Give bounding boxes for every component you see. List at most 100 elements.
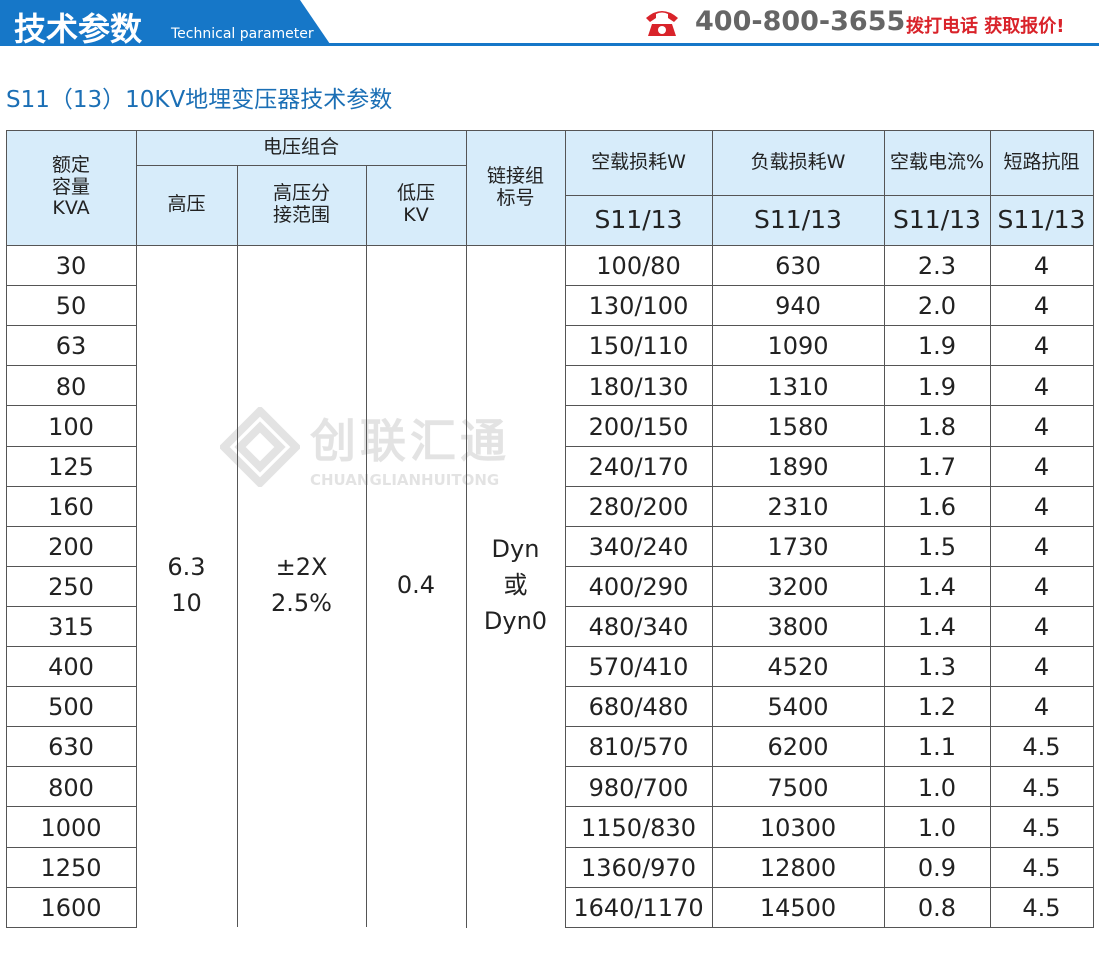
data-cell: 810/570 [588,733,689,762]
header-cell: 链接组 标号 [466,130,565,245]
border [6,365,136,367]
border [565,646,1093,647]
data-cell: 14500 [759,893,837,922]
data-cell: 1.5 [917,532,957,561]
header-cell: 短路抗阻 [990,130,1093,195]
data-cell: 4 [1033,613,1050,642]
data-cell: 250 [48,573,94,602]
header-line [0,43,1099,46]
merged-cell-line: ±2X [275,553,328,582]
data-cell: 1090 [767,332,829,361]
data-cell: 4 [1033,492,1050,521]
data-cell: 570/410 [588,653,689,682]
data-cell: 340/240 [588,532,689,561]
merged-cell-line: Dyn [491,535,540,564]
data-cell: 4 [1033,332,1050,361]
border [6,926,136,928]
model-cell: S11/13 [565,195,712,245]
watermark-logo [220,407,300,487]
merged-cell: ±2X 2.5% [237,245,366,927]
border [6,445,136,447]
data-cell: 0.9 [917,853,957,882]
header-title: 技术参数 [14,10,143,48]
merged-cell-line: Dyn0 [483,606,548,635]
border [136,130,137,928]
data-cell: 7500 [767,773,829,802]
header-cell-line: 额定 [51,153,90,176]
border [565,525,1093,527]
border [6,605,136,607]
data-cell: 630 [48,733,94,762]
data-cell: 80 [55,372,87,401]
data-cell: 4 [1033,292,1050,321]
data-cell: 1.7 [917,452,957,481]
header-cell: 空载电流% [884,130,990,195]
data-cell: 1360/970 [581,853,696,882]
border [565,445,1093,447]
border [6,525,136,527]
data-cell: 400/290 [588,573,689,602]
data-cell: 1.0 [917,773,957,802]
data-cell: 680/480 [588,693,689,722]
border [565,285,1093,287]
border [565,886,1093,888]
data-cell: 1150/830 [581,813,696,842]
border [712,130,713,928]
data-cell: 800 [48,773,94,802]
data-cell: 1.8 [917,412,957,441]
border [6,846,136,848]
data-cell: 500 [48,693,94,722]
data-cell: 160 [48,492,94,521]
data-cell: 1600 [40,893,102,922]
header-cell: 电压组合 [136,130,466,165]
data-cell: 4.5 [1022,773,1061,802]
data-cell: 4.5 [1022,853,1061,882]
border [6,245,1093,246]
data-cell: 315 [48,613,94,642]
data-cell: 4.5 [1022,733,1061,762]
data-cell: 12800 [759,853,837,882]
header-cell: 空载损耗W [565,130,712,195]
data-cell: 1310 [767,372,829,401]
data-cell: 0.8 [917,893,957,922]
border [6,130,7,928]
border [6,646,136,647]
border [565,195,1093,196]
border [565,565,1093,567]
border [565,405,1093,407]
data-cell: 1.2 [917,693,957,722]
data-cell: 4 [1033,653,1050,682]
data-cell: 4 [1033,532,1050,561]
border [6,405,136,407]
merged-cell: 0.4 [396,571,436,600]
header-cell-line: 容量 [51,175,90,198]
data-cell: 1640/1170 [573,893,704,922]
data-cell: 10300 [759,813,837,842]
border [6,726,136,728]
data-cell: 1.3 [917,653,957,682]
data-cell: 4.5 [1022,893,1061,922]
data-cell: 1000 [40,813,102,842]
data-cell: 480/340 [588,613,689,642]
data-cell: 200 [48,532,94,561]
data-cell: 1580 [767,412,829,441]
data-cell: 940 [775,292,821,321]
border [366,165,367,927]
data-cell: 4 [1033,252,1050,281]
header-cell-line: KV [403,204,429,226]
border [565,846,1093,848]
data-cell: 400 [48,653,94,682]
table-title: S11（13）10KV地埋变压器技术参数 [6,87,393,113]
header-cell: 高压 [136,165,237,245]
phone: 400-800-3655 [695,6,906,37]
data-cell: 2310 [767,492,829,521]
border [565,365,1093,367]
data-cell: 1730 [767,532,829,561]
data-cell: 3800 [767,613,829,642]
data-cell: 2.0 [917,292,957,321]
header-cell-line: 低压 [396,182,435,205]
data-cell: 1.6 [917,492,957,521]
data-cell: 100/80 [596,252,681,281]
border [565,130,566,928]
data-cell: 100 [48,412,94,441]
